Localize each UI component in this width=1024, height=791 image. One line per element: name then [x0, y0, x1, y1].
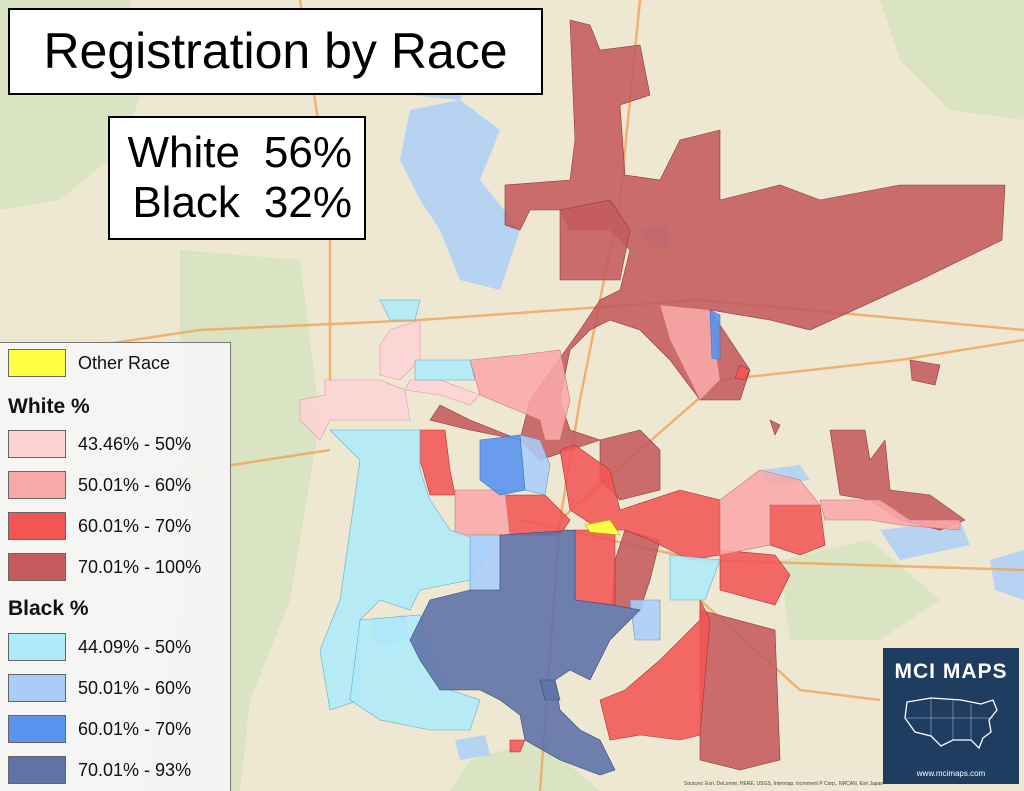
legend-label: 43.46% - 50%	[78, 433, 192, 454]
map-attribution: Sources: Esri, DeLorme, HERE, USGS, Inte…	[684, 781, 884, 787]
legend-swatch	[8, 430, 66, 458]
choropleth-white-43-50[interactable]	[299, 319, 481, 441]
map-title: Registration by Race	[43, 23, 508, 79]
stat-black: Black 32%	[110, 178, 352, 228]
stat-white-value: 56%	[263, 128, 352, 177]
legend-swatch	[8, 756, 66, 784]
legend-white-bin-1: 43.46% - 50%	[8, 430, 191, 458]
title-box: Registration by Race	[8, 8, 543, 95]
choropleth-black-44-50[interactable]	[319, 299, 721, 731]
legend-label: 50.01% - 60%	[78, 677, 192, 698]
choropleth-white-50-60[interactable]	[454, 304, 961, 556]
choropleth-black-70-93[interactable]	[409, 529, 641, 776]
legend-swatch	[8, 674, 66, 702]
legend-other-race: Other Race	[8, 349, 170, 377]
legend-black-bin-4: 70.01% - 93%	[8, 756, 191, 784]
choropleth-other-race[interactable]	[584, 519, 621, 536]
legend-swatch	[8, 553, 66, 581]
stat-black-value: 32%	[263, 178, 352, 227]
logo-brand: MCI MAPS	[894, 660, 1008, 683]
legend-swatch	[8, 471, 66, 499]
legend-white-bin-2: 50.01% - 60%	[8, 471, 191, 499]
stat-white-label: White	[127, 128, 240, 177]
stat-black-label: Black	[132, 178, 240, 227]
legend-label: 50.01% - 60%	[78, 474, 192, 495]
choropleth-white-60-70[interactable]	[419, 364, 826, 753]
legend-black-bin-3: 60.01% - 70%	[8, 715, 191, 743]
logo-url: www.mcimaps.com	[916, 769, 986, 778]
legend-swatch	[8, 715, 66, 743]
stat-white: White 56%	[110, 128, 352, 178]
mci-maps-logo: MCI MAPS www.mcimaps.com	[883, 648, 1019, 784]
legend-black-bin-1: 44.09% - 50%	[8, 633, 191, 661]
legend-label: 60.01% - 70%	[78, 718, 192, 739]
legend-swatch	[8, 349, 66, 377]
choropleth-white-70-100[interactable]	[429, 19, 1006, 771]
usa-map-icon	[904, 697, 998, 750]
legend-label: 60.01% - 70%	[78, 515, 192, 536]
legend-label: 70.01% - 93%	[78, 759, 192, 780]
legend: Other Race White % 43.46% - 50% 50.01% -…	[0, 342, 231, 791]
stats-box: White 56% Black 32%	[108, 116, 366, 240]
legend-black-bin-2: 50.01% - 60%	[8, 674, 191, 702]
legend-label: 44.09% - 50%	[78, 636, 192, 657]
legend-swatch	[8, 633, 66, 661]
legend-white-bin-3: 60.01% - 70%	[8, 512, 191, 540]
legend-black-heading: Black %	[8, 597, 89, 620]
legend-swatch	[8, 512, 66, 540]
legend-white-heading: White %	[8, 395, 90, 418]
legend-label: 70.01% - 100%	[78, 556, 202, 577]
choropleth-black-60-70[interactable]	[479, 309, 721, 496]
legend-white-bin-4: 70.01% - 100%	[8, 553, 201, 581]
legend-label: Other Race	[78, 352, 171, 373]
